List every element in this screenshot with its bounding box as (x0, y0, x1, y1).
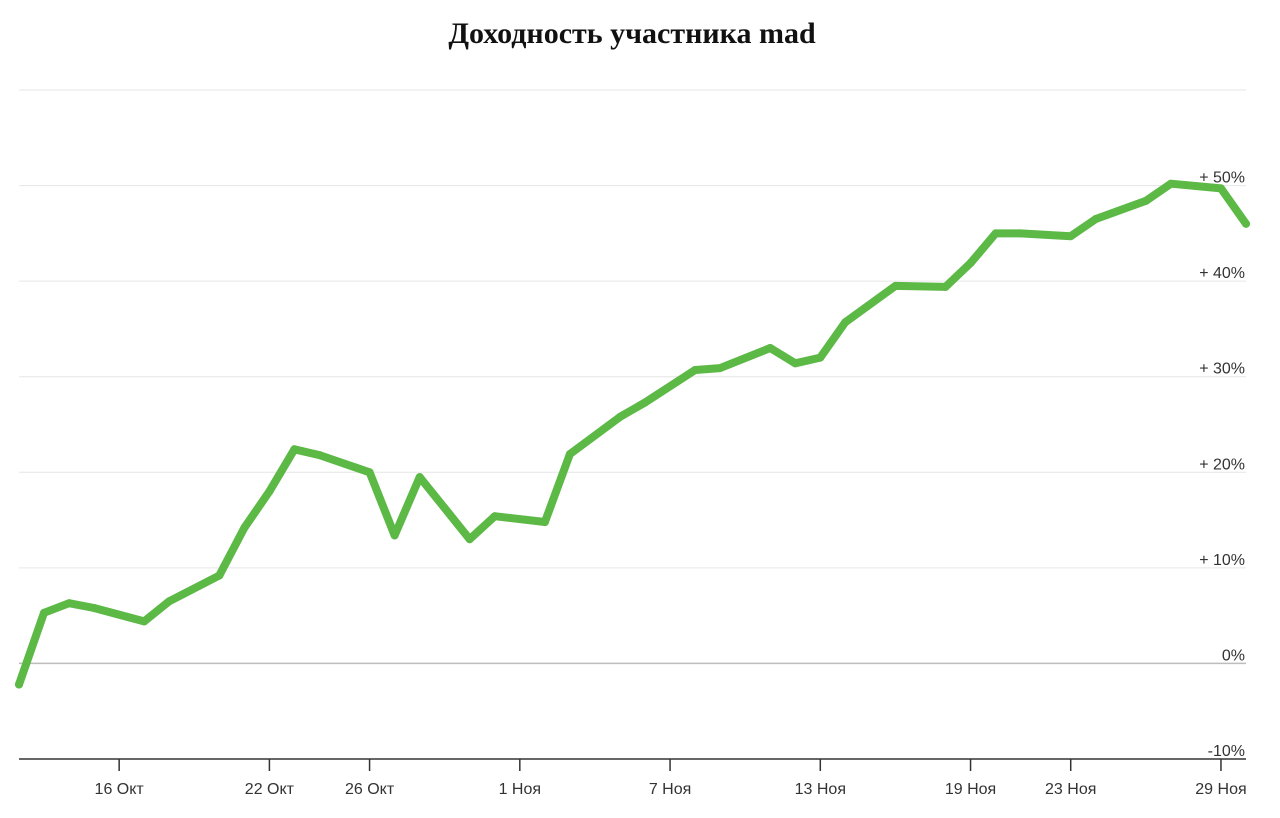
y-tick-label: + 30% (1199, 361, 1245, 378)
data-point (140, 617, 149, 626)
series-line (15, 179, 1250, 689)
data-point (641, 398, 649, 407)
data-point (841, 318, 850, 327)
data-point (791, 359, 800, 368)
data-point (40, 608, 48, 617)
data-point (766, 344, 775, 352)
data-point (165, 597, 174, 606)
y-axis-labels: + 50% + 40% + 30% + 20% + 10% 0% -10% (1199, 170, 1245, 760)
x-tick-label: 16 Окт (95, 781, 145, 798)
data-point (991, 229, 1000, 238)
y-tick-label: 0% (1222, 647, 1245, 664)
data-point (415, 473, 424, 482)
data-point (1066, 232, 1075, 241)
data-point (215, 571, 224, 580)
x-tick-label: 7 Ноя (649, 781, 691, 798)
x-axis: 16 Окт 22 Окт 26 Окт 1 Ноя 7 Ноя 13 Ноя 19 Ноя… (19, 758, 1247, 798)
x-tick-label: 26 Окт (345, 781, 395, 798)
data-point (1141, 196, 1150, 205)
series-layer (15, 179, 1250, 689)
data-point (290, 445, 299, 454)
data-point (1016, 229, 1025, 238)
y-tick-label: + 20% (1199, 456, 1245, 473)
data-point (616, 412, 624, 421)
data-point (240, 523, 249, 532)
data-point (716, 364, 725, 373)
y-tick-label: + 50% (1199, 170, 1245, 187)
data-point (15, 680, 23, 689)
data-point (90, 604, 99, 612)
x-tick-label: 19 Ноя (945, 781, 996, 798)
x-tick-label: 1 Ноя (499, 781, 541, 798)
data-point (1217, 184, 1225, 193)
data-point (265, 487, 274, 496)
data-point (490, 512, 499, 521)
data-point (65, 599, 74, 608)
data-point (891, 281, 900, 290)
data-point (1242, 219, 1250, 228)
y-tick-label: + 10% (1199, 552, 1245, 569)
data-point (365, 468, 374, 477)
y-tick-label: -10% (1208, 743, 1245, 760)
data-point (465, 535, 474, 544)
x-tick-label: 29 Ноя (1195, 781, 1246, 798)
data-point (691, 366, 700, 374)
data-point (816, 353, 825, 362)
grid (19, 89, 1246, 665)
x-tick-label: 22 Окт (245, 781, 295, 798)
data-point (565, 450, 574, 459)
y-tick-label: + 40% (1199, 265, 1245, 282)
data-point (540, 518, 549, 526)
x-tick-label: 13 Ноя (795, 781, 846, 798)
data-point (390, 531, 399, 540)
data-point (966, 259, 975, 267)
data-point (1166, 179, 1175, 188)
data-point (315, 451, 324, 460)
x-tick-label: 23 Ноя (1045, 781, 1096, 798)
chart-title: Доходность участника mad (448, 17, 816, 50)
data-point (941, 282, 950, 291)
data-point (1091, 215, 1100, 223)
